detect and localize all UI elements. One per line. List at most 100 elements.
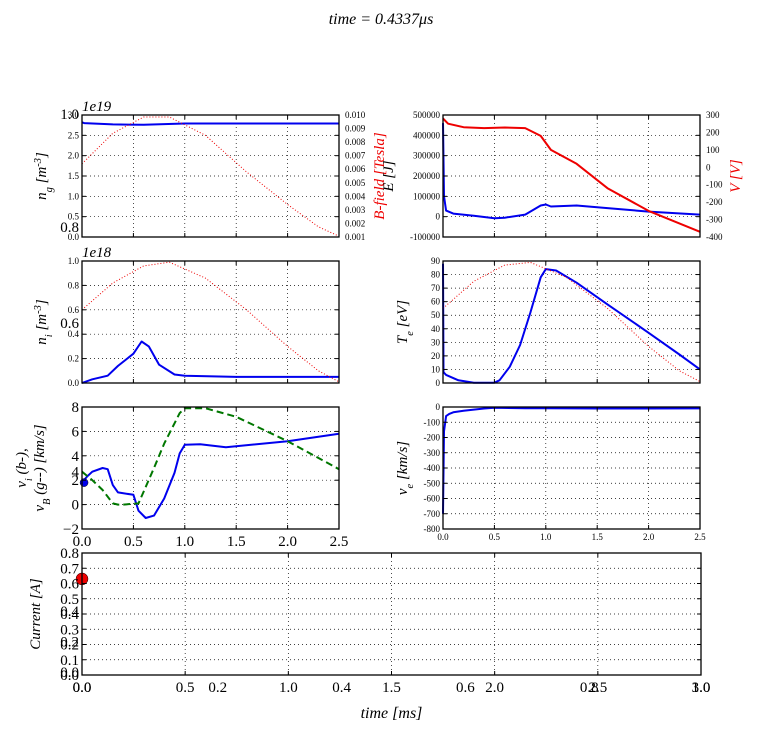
x-tick-label: 2.0 — [278, 534, 297, 550]
y2-tick-label: 0.008 — [345, 137, 366, 147]
x-tick-label: 1.0 — [540, 532, 552, 542]
series-line-blue — [442, 123, 701, 220]
x-tick-label-overlap: 0.2 — [208, 680, 227, 696]
y-tick-label: 0 — [436, 378, 441, 388]
x-tick-label: 3.0 — [692, 680, 711, 696]
y-tick-label: 0.1 — [60, 653, 79, 669]
overlap-tick-label: 1.0 — [60, 107, 79, 123]
y-axis-label: Te [eV] — [395, 300, 416, 344]
y-tick-label: 0.3 — [60, 622, 79, 638]
y-tick-label: 0.8 — [60, 546, 79, 562]
x-tick-label: 2.5 — [588, 680, 607, 696]
y-axis-label-line1: vi (b-), — [14, 448, 35, 488]
y-tick-label: 30 — [431, 337, 441, 347]
y-tick-label: −2 — [63, 522, 79, 538]
x-tick-label: 2.0 — [485, 680, 504, 696]
y-tick-label: 200000 — [413, 171, 441, 181]
x-tick-label-overlap: 1.0 — [692, 680, 711, 696]
y-tick-label: 1.5 — [68, 171, 80, 181]
y-tick-label: 8 — [72, 400, 80, 416]
subplot-electron-temperature: 0 10 20 30 40 50 60 70 80 90 Te [eV] — [395, 256, 701, 388]
y-tick-label: 100000 — [413, 191, 441, 201]
y-tick-label: 0.4 — [60, 607, 79, 623]
x-axis-label: time [ms] — [361, 705, 423, 722]
y-tick-label: 0 — [436, 402, 441, 412]
y2-tick-label: -400 — [706, 232, 723, 242]
overlap-tick-label: 0.6 — [60, 316, 79, 332]
y-tick-label: -300 — [424, 448, 441, 458]
overlap-tick-label: 0.0 — [60, 665, 79, 681]
x-tick-label-overlap: 0.6 — [456, 680, 475, 696]
y-tick-label: 0.0 — [68, 232, 80, 242]
subplot-current: 0.00.10.20.30.40.50.60.70.80.0 0.5 1.0 1.5 2… — [28, 546, 710, 722]
y-tick-label: 90 — [431, 256, 441, 266]
y-tick-label: 3.0 — [68, 110, 80, 120]
y2-tick-label: 0.006 — [345, 164, 366, 174]
y2-tick-label: -300 — [706, 215, 723, 225]
y-axis-label: Current [A] — [28, 578, 44, 650]
y-tick-label: 40 — [431, 324, 441, 334]
y-tick-label: 0 — [436, 212, 441, 222]
x-tick-label: 2.0 — [643, 532, 655, 542]
x-tick-label: 0.0 — [73, 534, 92, 550]
subplot-electron-velocity: -800 -700 -600 -500 -400 -300 -200 -100 0 0.0 0.5 1… — [395, 402, 706, 542]
x-tick-label: 0.5 — [124, 534, 143, 550]
y2-axis-label: V [V] — [728, 159, 744, 193]
y-tick-label: -800 — [424, 524, 441, 534]
x-tick-label: 2.5 — [330, 534, 349, 550]
y-tick-label: 2.5 — [68, 130, 80, 140]
series-line-blue — [442, 406, 701, 514]
y-tick-label: 0.6 — [68, 305, 80, 315]
x-tick-label: 0.0 — [73, 680, 92, 696]
y-tick-label: -100000 — [410, 232, 440, 242]
y-tick-label: -200 — [424, 433, 441, 443]
y2-tick-label: 0.010 — [345, 110, 366, 120]
y2-tick-label: 0.002 — [345, 218, 365, 228]
x-tick-label: 2.5 — [694, 532, 706, 542]
y-tick-label: 0.0 — [60, 668, 79, 684]
y2-tick-label: 0.005 — [345, 178, 366, 188]
x-tick-label: 0.5 — [489, 532, 501, 542]
y2-tick-label: 200 — [706, 127, 720, 137]
y-tick-label: -400 — [424, 463, 441, 473]
y-tick-label: 0 — [72, 498, 80, 514]
y-tick-label: 0.5 — [68, 212, 80, 222]
x-tick-label: 1.5 — [382, 680, 401, 696]
x-tick-label: 1.5 — [227, 534, 246, 550]
overlap-tick-label: 0.2 — [60, 635, 79, 651]
y2-tick-label: 0 — [706, 162, 711, 172]
overlap-tick-label: 0.4 — [60, 604, 79, 620]
y2-tick-label: 0.003 — [345, 205, 366, 215]
subplots: 0.00.51.01.52.02.53.00.0010.0020.0030.00… — [14, 99, 744, 722]
y-tick-label: 0.2 — [68, 354, 79, 364]
overlap-tick-label: 0.8 — [60, 220, 79, 236]
y-tick-label: -700 — [424, 509, 441, 519]
y-tick-label: 0.0 — [68, 378, 80, 388]
x-tick-label: 1.5 — [592, 532, 604, 542]
y-tick-label: -500 — [424, 478, 441, 488]
y-tick-label: 2.0 — [68, 151, 80, 161]
y2-tick-label: 100 — [706, 145, 720, 155]
y2-tick-label: -100 — [706, 180, 723, 190]
series-line-red — [81, 261, 340, 383]
x-tick-label-overlap: 0.0 — [73, 680, 92, 696]
series-line-blue — [81, 432, 340, 519]
offset-label: 1e18 — [82, 245, 112, 261]
overlap-tick-label: 4 — [72, 465, 80, 481]
y-tick-label: 500000 — [413, 110, 441, 120]
y-tick-label: 1.0 — [68, 256, 80, 266]
y-tick-label: 20 — [431, 351, 441, 361]
y-tick-label: -600 — [424, 494, 441, 504]
x-tick-label: 1.0 — [175, 534, 194, 550]
y-tick-label: 60 — [431, 297, 441, 307]
y-axis-label: E [J] — [381, 160, 397, 192]
y-axis-label-line2: vB (g--) [km/s] — [32, 424, 53, 511]
y-tick-label: 1.0 — [68, 191, 80, 201]
y-tick-label: 4 — [72, 449, 80, 465]
axes-frame — [81, 260, 340, 384]
y2-tick-label: -200 — [706, 197, 723, 207]
x-tick-label: 0.5 — [176, 680, 195, 696]
y-tick-label: 0.4 — [68, 329, 80, 339]
